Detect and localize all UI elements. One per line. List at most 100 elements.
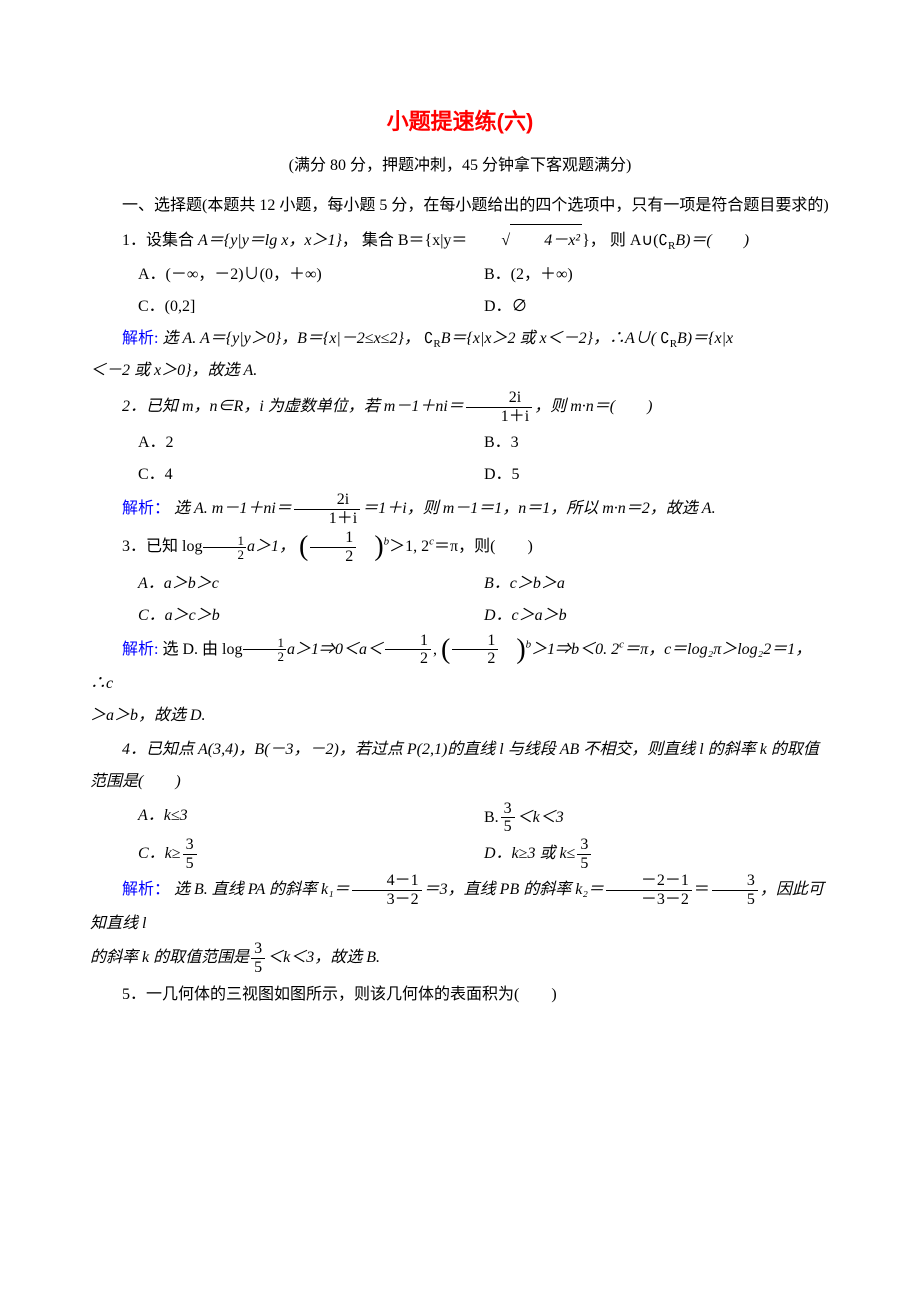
q1-set-b-suffix: }	[582, 232, 590, 249]
fraction: －2－1－3－2	[606, 872, 692, 908]
q2-num: 2i	[466, 389, 532, 408]
q1-solution: 解析: 选 A. A＝{y|y＞0}，B＝{x|－2≤x≤2}， ∁RB＝{x|…	[90, 323, 830, 355]
d: 5	[183, 855, 197, 873]
q1-options: A．(－∞，－2)∪(0，＋∞) B．(2，＋∞) C．(0,2] D．∅	[138, 259, 830, 323]
log-base: 12	[243, 636, 286, 663]
fraction: 35	[577, 836, 591, 872]
d: 3－2	[352, 891, 422, 909]
q2-sol-2: ＝1＋i，则 m－1＝1，n＝1，所以 m·n＝2，故选 A.	[362, 500, 715, 517]
q3-logden: 2	[203, 548, 246, 561]
q2-stem: 2．已知 m，n∈R，i 为虚数单位，若 m－1＋ni＝2i1＋i，则 m·n＝…	[90, 389, 830, 425]
d: 2	[243, 650, 286, 663]
document-page: 小题提速练(六) (满分 80 分，押题冲刺，45 分钟拿下客观题满分) 一、选…	[0, 0, 920, 1053]
q2-opt-a: A．2	[138, 427, 484, 459]
q1-comp-arg: B)＝( )	[675, 232, 749, 249]
d: 5	[501, 818, 515, 836]
d: 5	[577, 855, 591, 873]
section-heading: 一、选择题(本题共 12 小题，每小题 5 分，在每小题给出的四个选项中，只有一…	[90, 190, 830, 222]
q2-opt-c: C．4	[138, 459, 484, 491]
q4-sol-5: 的斜率 k 的取值范围是	[90, 949, 249, 966]
q2-den2: 1＋i	[294, 510, 360, 528]
n: 3	[501, 800, 515, 819]
q4-opt-b-suffix: ＜k＜3	[517, 809, 564, 826]
d: 2	[452, 650, 498, 668]
rparen-icon: )	[374, 531, 383, 562]
q4-opt-c-prefix: C．k≥	[138, 845, 181, 862]
solution-label: 解析:	[122, 330, 158, 347]
q2-options: A．2 B．3 C．4 D．5	[138, 427, 830, 491]
q3-opt-b: B．c＞b＞a	[484, 568, 830, 600]
lparen-icon: (	[299, 531, 308, 562]
q3-sol-1: 选 D. 由 log	[162, 640, 242, 657]
q2-opt-b: B．3	[484, 427, 830, 459]
complement-symbol: ∁	[658, 233, 668, 249]
complement-symbol: ∁	[660, 331, 670, 347]
q2-num2: 2i	[294, 491, 360, 510]
n: 3	[183, 836, 197, 855]
q3-sol-2: a＞1⇒0＜a＜	[287, 640, 383, 657]
q1-sol-2: B＝{x|x＞2 或 x＜－2}，∴A∪(	[441, 330, 656, 347]
log-base: 12	[203, 534, 246, 561]
q3-sol-3: ＞1⇒b＜0. 2	[531, 640, 619, 657]
q4-opt-a: A．k≤3	[138, 800, 484, 836]
q1-prefix: 1．设集合	[122, 232, 198, 249]
q4-opt-b-prefix: B.	[484, 809, 499, 826]
solution-label: 解析：	[122, 500, 170, 517]
d: －3－2	[606, 891, 692, 909]
fraction: 35	[251, 940, 265, 976]
q3-prefix: 3．已知 log	[122, 538, 202, 555]
q1-opt-b: B．(2，＋∞)	[484, 259, 830, 291]
q3-lognum: 1	[203, 534, 246, 548]
q1-opt-c: C．(0,2]	[138, 291, 484, 323]
q2-solution: 解析： 选 A. m－1＋ni＝2i1＋i＝1＋i，则 m－1＝1，n＝1，所以…	[90, 491, 830, 527]
q3-mid2: ＞1, 2	[389, 538, 429, 555]
n: 1	[452, 632, 498, 651]
fraction: 12	[310, 529, 356, 565]
q2-opt-d: D．5	[484, 459, 830, 491]
fraction: 35	[183, 836, 197, 872]
q2-prefix: 2．已知 m，n∈R，i 为虚数单位，若 m－1＋ni＝	[122, 398, 464, 415]
q4-sol-line2: 的斜率 k 的取值范围是35＜k＜3，故选 B.	[90, 940, 830, 976]
q4-options: A．k≤3 B.35＜k＜3 C．k≥35 D．k≥3 或 k≤35	[138, 800, 830, 872]
q3-solution: 解析: 选 D. 由 log12a＞1⇒0＜a＜12, (12 )b＞1⇒b＜0…	[90, 632, 830, 700]
fraction: 12	[452, 632, 498, 668]
q3-stem: 3．已知 log12a＞1， (12 )b＞1, 2c＝π，则( )	[90, 529, 830, 565]
q1-set-a: A＝{y|y＝lg x，x＞1}	[198, 232, 342, 249]
q4-opt-d-prefix: D．k≥3 或 k≤	[484, 845, 575, 862]
q1-sol-3: B)＝{x|x	[677, 330, 733, 347]
q3-halfnum: 1	[310, 529, 356, 548]
q2-suffix: ，则 m·n＝( )	[534, 398, 652, 415]
q3-opt-c: C．a＞c＞b	[138, 600, 484, 632]
q1-opt-a: A．(－∞，－2)∪(0，＋∞)	[138, 259, 484, 291]
q2-den: 1＋i	[466, 408, 532, 426]
complement-sub: R	[433, 338, 440, 350]
doc-subtitle: (满分 80 分，押题冲刺，45 分钟拿下客观题满分)	[90, 150, 830, 182]
n: 1	[243, 636, 286, 650]
fraction: 12	[385, 632, 431, 668]
fraction: 35	[712, 872, 758, 908]
q4-opt-c: C．k≥35	[138, 836, 484, 872]
doc-title: 小题提速练(六)	[90, 100, 830, 144]
q3-opt-a: A．a＞b＞c	[138, 568, 484, 600]
q4-sol-2: ＝3，直线 PB 的斜率 k₂＝	[424, 881, 604, 898]
d: 5	[251, 959, 265, 977]
fraction: 2i1＋i	[466, 389, 532, 425]
q1-stem: 1．设集合 A＝{y|y＝lg x，x＞1}， 集合 B＝{x|y＝4－x²}，…	[90, 224, 830, 257]
d: 2	[385, 650, 431, 668]
q4-solution: 解析： 选 B. 直线 PA 的斜率 k₁＝4－13－2＝3，直线 PB 的斜率…	[90, 872, 830, 940]
n: 3	[251, 940, 265, 959]
q3-options: A．a＞b＞c B．c＞b＞a C．a＞c＞b D．c＞a＞b	[138, 568, 830, 632]
fraction: 4－13－2	[352, 872, 422, 908]
n: －2－1	[606, 872, 692, 891]
complement-sub: R	[670, 338, 677, 350]
q4-sol-6: ＜k＜3，故选 B.	[267, 949, 380, 966]
q1-sol-4: ＜－2 或 x＞0}，故选 A.	[90, 355, 830, 387]
q3-halfden: 2	[310, 548, 356, 566]
q2-sol-1: 选 A. m－1＋ni＝	[174, 500, 292, 517]
q3-sol-5: ＞a＞b，故选 D.	[90, 700, 830, 732]
fraction: 35	[501, 800, 515, 836]
q5-stem: 5．一几何体的三视图如图所示，则该几何体的表面积为( )	[90, 979, 830, 1011]
sqrt-icon: 4－x²	[467, 224, 582, 257]
n: 1	[385, 632, 431, 651]
q4-opt-d: D．k≥3 或 k≤35	[484, 836, 830, 872]
